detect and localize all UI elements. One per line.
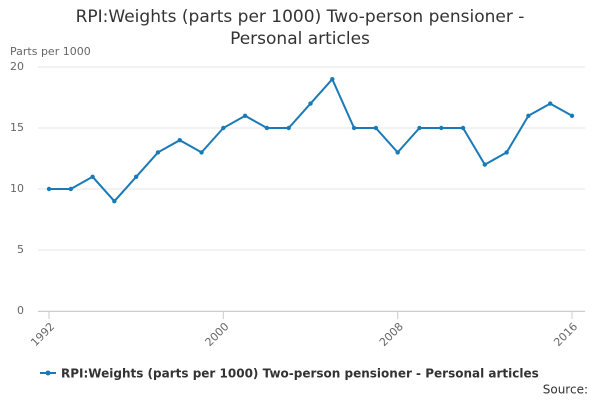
point	[221, 125, 226, 131]
point	[308, 101, 313, 106]
point	[46, 186, 52, 192]
point	[199, 150, 204, 155]
y-tick-label: 10	[10, 182, 24, 195]
y-tick-label: 15	[10, 121, 24, 134]
point	[242, 113, 248, 119]
legend-symbol-dot	[45, 370, 51, 376]
x-tick-label: 1992	[28, 320, 57, 349]
point	[395, 150, 400, 155]
point	[460, 125, 466, 131]
point	[68, 186, 73, 192]
series-line	[49, 77, 573, 203]
point	[133, 174, 139, 179]
point	[373, 125, 379, 131]
y-axis-label: Parts per 1000	[10, 45, 91, 58]
point	[112, 199, 117, 204]
point	[439, 125, 444, 131]
point	[504, 150, 509, 155]
point	[482, 162, 488, 167]
legend-label: RPI:Weights (parts per 1000) Two-person …	[61, 367, 539, 381]
point	[264, 125, 270, 131]
point	[417, 125, 422, 131]
y-tick-label: 20	[10, 60, 24, 73]
source: Source:	[543, 383, 588, 397]
x-tick-label: 2000	[203, 320, 232, 349]
point	[548, 101, 553, 106]
x-tick-label: 2016	[551, 320, 580, 349]
point	[90, 174, 95, 179]
point	[155, 150, 161, 155]
point	[177, 138, 182, 143]
point	[330, 77, 335, 82]
point	[526, 113, 531, 119]
point	[351, 125, 357, 131]
y-tick-label: 5	[17, 243, 24, 256]
point	[286, 125, 291, 131]
chart-title: RPI:Weights (parts per 1000) Two-person …	[75, 7, 525, 49]
point	[569, 113, 575, 119]
x-tick-label: 2008	[377, 320, 406, 349]
y-tick-label: 0	[17, 304, 24, 317]
